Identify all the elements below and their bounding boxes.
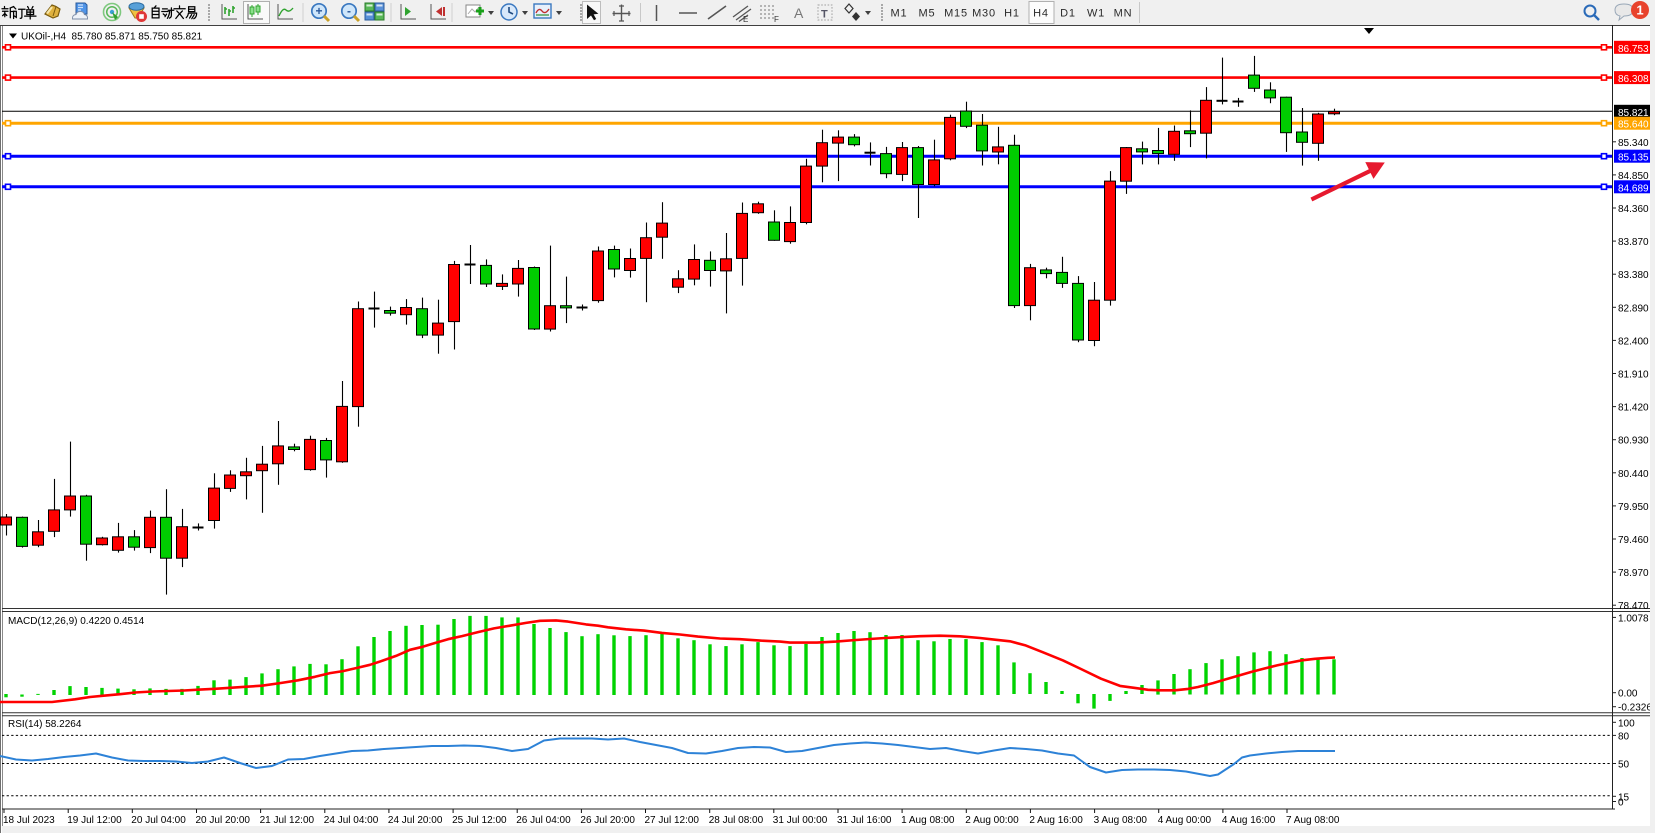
svg-text:M5: M5 — [919, 8, 936, 20]
svg-text:25 Jul 12:00: 25 Jul 12:00 — [452, 815, 507, 826]
svg-text:W1: W1 — [1087, 8, 1105, 20]
svg-text:3 Aug 08:00: 3 Aug 08:00 — [1094, 815, 1148, 826]
svg-text:84.360: 84.360 — [1618, 204, 1649, 215]
svg-text:1: 1 — [1636, 3, 1643, 18]
svg-text:19 Jul 12:00: 19 Jul 12:00 — [67, 815, 122, 826]
svg-text:81.910: 81.910 — [1618, 370, 1649, 381]
svg-text:26 Jul 20:00: 26 Jul 20:00 — [580, 815, 635, 826]
svg-text:-: - — [347, 4, 351, 18]
svg-text:RSI(14) 58.2264: RSI(14) 58.2264 — [8, 719, 82, 730]
svg-text:18 Jul 2023: 18 Jul 2023 — [3, 815, 55, 826]
svg-text:79.460: 79.460 — [1618, 535, 1649, 546]
svg-text:80.440: 80.440 — [1618, 469, 1649, 480]
svg-text:20 Jul 20:00: 20 Jul 20:00 — [196, 815, 251, 826]
svg-text:4 Aug 00:00: 4 Aug 00:00 — [1158, 815, 1212, 826]
svg-text:28 Jul 08:00: 28 Jul 08:00 — [709, 815, 764, 826]
svg-text:100: 100 — [1618, 718, 1635, 729]
svg-text:2 Aug 00:00: 2 Aug 00:00 — [965, 815, 1019, 826]
svg-text:24 Jul 04:00: 24 Jul 04:00 — [324, 815, 379, 826]
svg-text:0: 0 — [1618, 798, 1624, 809]
svg-text:79.950: 79.950 — [1618, 502, 1649, 513]
svg-text:83.870: 83.870 — [1618, 237, 1649, 248]
svg-text:T: T — [821, 9, 828, 21]
svg-text:+: + — [315, 4, 322, 18]
svg-text:M30: M30 — [972, 8, 996, 20]
svg-text:-0.2326: -0.2326 — [1618, 703, 1652, 714]
svg-text:21 Jul 12:00: 21 Jul 12:00 — [260, 815, 315, 826]
svg-text:31 Jul 00:00: 31 Jul 00:00 — [773, 815, 828, 826]
svg-text:20 Jul 04:00: 20 Jul 04:00 — [131, 815, 186, 826]
svg-text:86.753: 86.753 — [1618, 44, 1649, 55]
svg-text:85.821: 85.821 — [1618, 108, 1649, 119]
svg-text:D1: D1 — [1060, 8, 1076, 20]
svg-text:E: E — [743, 15, 748, 24]
svg-text:82.890: 82.890 — [1618, 303, 1649, 314]
svg-text:H4: H4 — [1033, 8, 1049, 20]
svg-text:50: 50 — [1618, 760, 1630, 771]
svg-text:85.640: 85.640 — [1618, 120, 1649, 131]
svg-text:UKOil-,H4 85.780 85.871 85.75: UKOil-,H4 85.780 85.871 85.750 85.821 — [21, 32, 203, 43]
svg-text:86.308: 86.308 — [1618, 74, 1649, 85]
svg-text:1.0078: 1.0078 — [1618, 613, 1649, 624]
svg-text:27 Jul 12:00: 27 Jul 12:00 — [645, 815, 700, 826]
svg-text:H1: H1 — [1004, 8, 1020, 20]
svg-text:4 Aug 16:00: 4 Aug 16:00 — [1222, 815, 1276, 826]
svg-text:M15: M15 — [944, 8, 968, 20]
svg-text:84.689: 84.689 — [1618, 183, 1649, 194]
svg-text:MACD(12,26,9) 0.4220 0.4514: MACD(12,26,9) 0.4220 0.4514 — [8, 616, 145, 627]
svg-text:1 Aug 08:00: 1 Aug 08:00 — [901, 815, 955, 826]
svg-text:15: 15 — [1618, 792, 1630, 803]
svg-text:80: 80 — [1618, 731, 1630, 742]
svg-text:84.850: 84.850 — [1618, 171, 1649, 182]
svg-text:81.420: 81.420 — [1618, 403, 1649, 414]
svg-text:M1: M1 — [891, 8, 908, 20]
svg-text:A: A — [794, 5, 804, 21]
svg-text:85.340: 85.340 — [1618, 138, 1649, 149]
svg-text:82.400: 82.400 — [1618, 336, 1649, 347]
svg-text:MN: MN — [1114, 8, 1133, 20]
svg-text:78.970: 78.970 — [1618, 568, 1649, 579]
svg-text:85.135: 85.135 — [1618, 153, 1649, 164]
svg-text:24 Jul 20:00: 24 Jul 20:00 — [388, 815, 443, 826]
svg-text:7 Aug 08:00: 7 Aug 08:00 — [1286, 815, 1340, 826]
svg-text:31 Jul 16:00: 31 Jul 16:00 — [837, 815, 892, 826]
svg-text:80.930: 80.930 — [1618, 436, 1649, 447]
svg-text:78.470: 78.470 — [1618, 601, 1649, 612]
svg-text:83.380: 83.380 — [1618, 270, 1649, 281]
svg-text:0.00: 0.00 — [1618, 689, 1638, 700]
svg-text:2 Aug 16:00: 2 Aug 16:00 — [1029, 815, 1083, 826]
svg-text:26 Jul 04:00: 26 Jul 04:00 — [516, 815, 571, 826]
svg-text:F: F — [774, 15, 779, 24]
